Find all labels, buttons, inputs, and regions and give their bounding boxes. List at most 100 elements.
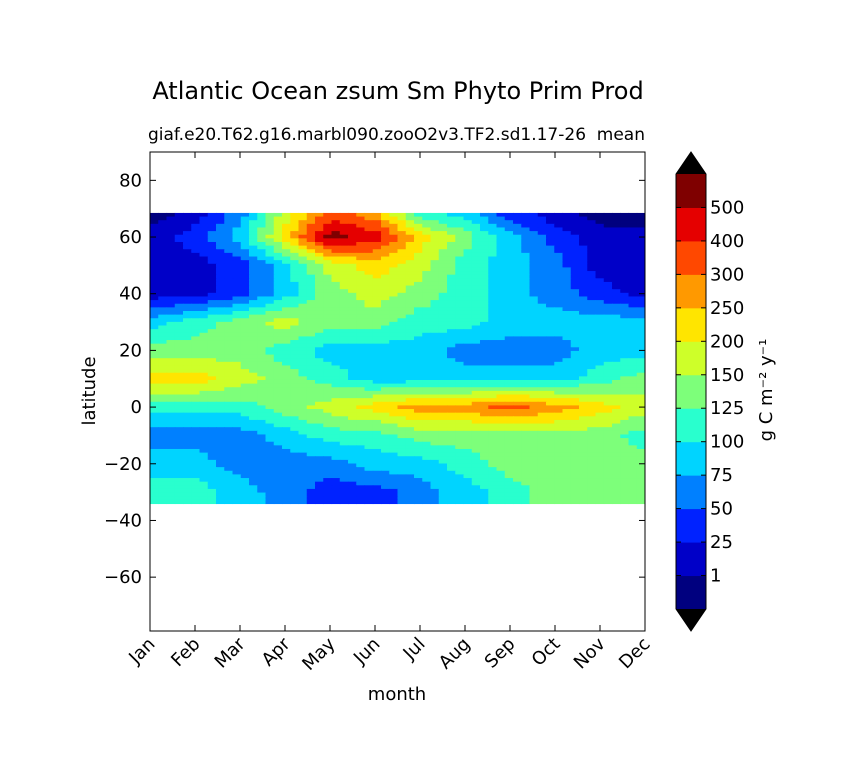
heatmap-cell [471, 303, 481, 308]
heatmap-cell [356, 409, 366, 414]
heatmap-cell [603, 278, 613, 283]
heatmap-cell [199, 285, 209, 290]
heatmap-cell [323, 456, 333, 461]
heatmap-cell [447, 223, 456, 229]
heatmap-cell [447, 448, 456, 454]
heatmap-cell [579, 423, 588, 428]
heatmap-cell [546, 289, 555, 294]
heatmap-cell [183, 347, 192, 352]
heatmap-cell [455, 256, 465, 261]
heatmap-cell [603, 478, 613, 483]
heatmap-cell [364, 285, 374, 290]
heatmap-cell [257, 332, 267, 338]
heatmap-cell [166, 438, 176, 443]
heatmap-cell [207, 336, 217, 341]
heatmap-cell [290, 398, 300, 403]
heatmap-cell [620, 289, 630, 294]
heatmap-cell [521, 470, 531, 475]
heatmap-cell [372, 398, 382, 403]
heatmap-cell [323, 412, 333, 417]
heatmap-cell [348, 303, 357, 308]
heatmap-cell [298, 231, 308, 236]
heatmap-cell [504, 467, 514, 472]
heatmap-cell [323, 307, 333, 312]
heatmap-cell [240, 325, 250, 330]
heatmap-cell [430, 470, 440, 475]
heatmap-cell [356, 318, 366, 323]
heatmap-cell [265, 379, 275, 385]
heatmap-cell [447, 212, 456, 218]
heatmap-cell [224, 238, 234, 243]
heatmap-cell [521, 383, 531, 388]
heatmap-cell [273, 423, 283, 428]
heatmap-cell [249, 376, 258, 381]
heatmap-cell [323, 347, 333, 352]
heatmap-cell [397, 354, 407, 359]
heatmap-cell [232, 361, 242, 367]
heatmap-cell [414, 412, 423, 417]
heatmap-cell [405, 245, 415, 250]
heatmap-cell [405, 340, 415, 345]
heatmap-cell [438, 372, 448, 377]
heatmap-cell [554, 434, 564, 439]
heatmap-cell [463, 303, 473, 308]
heatmap-cell [620, 459, 630, 465]
heatmap-cell [537, 347, 547, 352]
heatmap-cell [216, 314, 225, 319]
colorbar-tick-label: 400 [710, 231, 744, 252]
heatmap-cell [298, 336, 308, 341]
heatmap-cell [603, 481, 613, 486]
heatmap-cell [364, 358, 374, 363]
heatmap-cell [504, 343, 514, 348]
heatmap-cell [513, 488, 522, 494]
heatmap-cell [356, 292, 366, 298]
heatmap-cell [471, 260, 481, 265]
heatmap-cell [166, 303, 176, 308]
heatmap-cell [389, 369, 399, 374]
heatmap-cell [191, 492, 201, 497]
colorbar-tick-label: 200 [710, 331, 744, 352]
heatmap-cell [331, 488, 341, 494]
heatmap-cell [216, 296, 225, 301]
heatmap-cell [348, 223, 357, 229]
heatmap-cell [306, 354, 316, 359]
heatmap-cell [331, 245, 341, 250]
heatmap-cell [323, 350, 333, 356]
heatmap-cell [166, 256, 176, 261]
heatmap-cell [232, 492, 242, 497]
heatmap-cell [306, 245, 316, 250]
heatmap-cell [290, 303, 300, 308]
heatmap-cell [257, 340, 267, 345]
heatmap-cell [265, 223, 275, 229]
heatmap-cell [546, 347, 555, 352]
heatmap-cell [422, 343, 432, 348]
heatmap-cell [290, 318, 300, 323]
heatmap-cell [389, 260, 399, 265]
heatmap-cell [504, 281, 514, 287]
heatmap-cell [447, 241, 456, 247]
heatmap-cell [158, 459, 168, 465]
heatmap-cell [282, 448, 291, 454]
heatmap-cell [496, 256, 506, 261]
heatmap-cell [628, 376, 638, 381]
heatmap-cell [389, 448, 399, 454]
heatmap-cell [257, 423, 267, 428]
heatmap-cell [339, 412, 349, 417]
heatmap-cell [150, 256, 159, 261]
heatmap-cell [405, 365, 415, 370]
heatmap-cell [224, 263, 234, 269]
heatmap-cell [331, 409, 341, 414]
heatmap-cell [496, 271, 506, 276]
heatmap-cell [397, 310, 407, 316]
heatmap-cell [529, 252, 539, 258]
heatmap-cell [389, 358, 399, 363]
heatmap-cell [603, 430, 613, 436]
heatmap-cell [224, 499, 234, 505]
heatmap-cell [158, 231, 168, 236]
heatmap-cell [315, 300, 324, 305]
heatmap-cell [636, 256, 645, 261]
heatmap-cell [430, 488, 440, 494]
heatmap-cell [455, 463, 465, 468]
heatmap-cell [587, 227, 597, 232]
heatmap-cell [348, 212, 357, 218]
